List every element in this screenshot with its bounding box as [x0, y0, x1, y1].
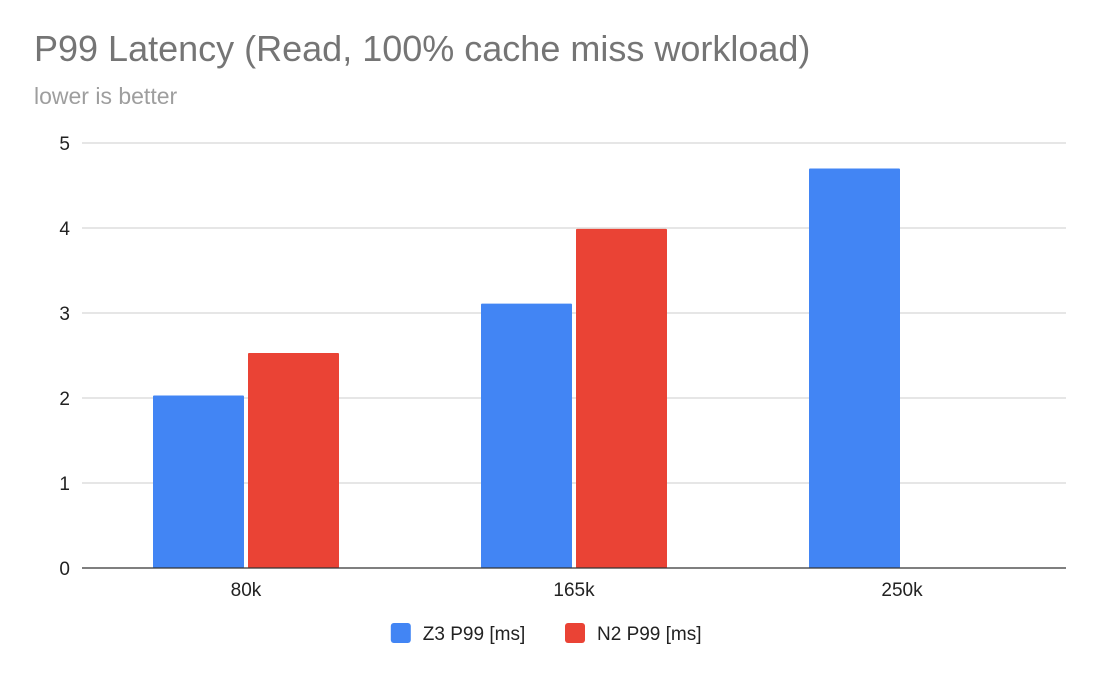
y-tick-label: 0	[59, 559, 70, 580]
legend-label: Z3 P99 [ms]	[423, 624, 525, 645]
chart-subtitle: lower is better	[34, 83, 178, 109]
bar-z3-250k	[809, 168, 900, 568]
x-tick-label: 80k	[231, 580, 262, 601]
legend-swatch	[565, 623, 585, 643]
y-tick-label: 1	[59, 474, 70, 495]
bar-n2-80k	[248, 352, 339, 568]
y-tick-label: 3	[59, 304, 70, 325]
bar-z3-80k	[153, 395, 244, 568]
bar-z3-165k	[481, 303, 572, 568]
y-tick-label: 4	[59, 219, 70, 240]
y-tick-label: 5	[59, 134, 70, 155]
x-tick-label: 250k	[881, 580, 923, 601]
x-tick-label: 165k	[553, 580, 595, 601]
y-tick-label: 2	[59, 389, 70, 410]
legend-label: N2 P99 [ms]	[597, 624, 702, 645]
bar-n2-165k	[576, 228, 667, 568]
legend-swatch	[390, 623, 411, 643]
chart-title: P99 Latency (Read, 100% cache miss workl…	[34, 28, 811, 69]
